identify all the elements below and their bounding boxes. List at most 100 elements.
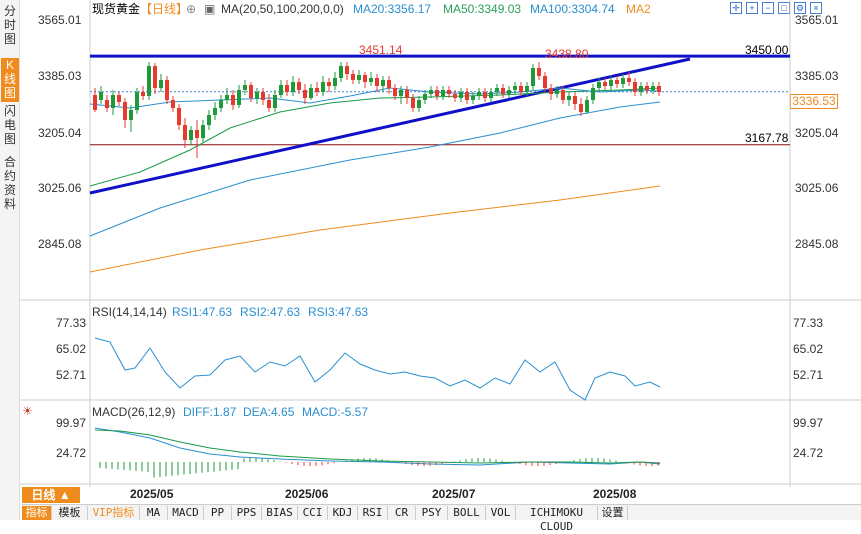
- candle-body: [453, 94, 457, 98]
- candle-body: [465, 92, 469, 100]
- candle-body: [129, 110, 133, 120]
- macd-y-tick-right: 24.72: [793, 446, 824, 460]
- tab-kline[interactable]: K线图: [1, 58, 19, 102]
- y-tick-right: 3565.01: [795, 13, 839, 27]
- bottom-tab[interactable]: BIAS: [262, 506, 298, 520]
- close-icon[interactable]: ×: [810, 2, 822, 14]
- bottom-tab[interactable]: MACD: [168, 506, 204, 520]
- y-tick-left: 3205.04: [38, 126, 82, 140]
- resistance-label: 3450.00: [745, 43, 789, 57]
- bottom-tab[interactable]: MA: [140, 506, 168, 520]
- candle-body: [303, 90, 307, 98]
- candle-body: [483, 92, 487, 98]
- candle-body: [615, 80, 619, 84]
- candle-body: [201, 125, 205, 138]
- trend-line: [89, 57, 691, 195]
- bottom-tab[interactable]: BOLL: [448, 506, 486, 520]
- ma20-value: MA20:3356.17: [353, 2, 432, 16]
- settings-icon[interactable]: ⚙: [794, 2, 806, 14]
- candle-body: [345, 66, 349, 74]
- candle-body: [441, 90, 445, 96]
- candle-body: [393, 88, 397, 96]
- candle-body: [471, 96, 475, 100]
- candle-body: [489, 92, 493, 98]
- candle-body: [111, 95, 115, 108]
- macd-settings-icon[interactable]: ☀: [22, 404, 33, 418]
- candle-body: [105, 100, 109, 108]
- bottom-tab[interactable]: 设置: [598, 506, 628, 520]
- tab-lightning[interactable]: 闪电图: [3, 104, 16, 146]
- ma-toggle-icon[interactable]: ▣: [204, 2, 216, 16]
- macd-value: MACD:-5.57: [302, 405, 369, 419]
- candle-body: [153, 66, 157, 88]
- bottom-tab[interactable]: 模板: [52, 506, 88, 520]
- zoom-in-icon[interactable]: +: [746, 2, 758, 14]
- candle-body: [417, 100, 421, 108]
- candle-body: [381, 80, 385, 86]
- candle-body: [177, 108, 181, 125]
- y-tick-left: 3565.01: [38, 13, 82, 27]
- x-tick: 2025/05: [130, 487, 174, 501]
- candle-body: [411, 98, 415, 108]
- candle-body: [399, 90, 403, 96]
- current-price-badge: 3336.53: [790, 94, 838, 109]
- eye-icon[interactable]: ⊕: [186, 2, 197, 16]
- rsi-line: [94, 337, 661, 401]
- candle-body: [291, 82, 295, 92]
- bottom-tab[interactable]: PP: [204, 506, 232, 520]
- bottom-tab[interactable]: PPS: [232, 506, 262, 520]
- candle-body: [117, 95, 121, 102]
- candle-body: [537, 68, 541, 76]
- candle-body: [519, 86, 523, 92]
- candle-body: [375, 78, 379, 86]
- candle-body: [297, 82, 301, 90]
- candle-body: [321, 82, 325, 92]
- y-tick-left: 3385.03: [38, 69, 82, 83]
- rsi-y-tick-right: 77.33: [793, 316, 824, 330]
- x-tick: 2025/06: [285, 487, 329, 501]
- period-selector[interactable]: 日线 ▲: [22, 487, 80, 503]
- zoom-out-icon[interactable]: −: [762, 2, 774, 14]
- high-label-2: 3438.80: [545, 47, 589, 61]
- bottom-tab[interactable]: 指标: [22, 506, 52, 520]
- rsi-y-tick-left: 77.33: [56, 316, 87, 330]
- y-tick-right: 3025.06: [795, 181, 839, 195]
- candle-body: [93, 95, 97, 110]
- rsi3-value: RSI3:47.63: [308, 305, 369, 319]
- symbol-name: 现货黄金: [92, 2, 141, 16]
- ma100-value: MA100:3304.74: [530, 2, 615, 16]
- rsi-y-tick-right: 52.71: [793, 368, 824, 382]
- bottom-tab[interactable]: CCI: [298, 506, 328, 520]
- bottom-tab[interactable]: VOL: [486, 506, 516, 520]
- crosshair-icon[interactable]: ✛: [730, 2, 742, 14]
- y-tick-right: 3205.04: [795, 126, 839, 140]
- candle-body: [585, 100, 589, 112]
- candle-body: [609, 80, 613, 86]
- candle-body: [387, 80, 391, 88]
- candle-body: [531, 68, 535, 86]
- bottom-tab[interactable]: PSY: [416, 506, 448, 520]
- candle-body: [141, 92, 145, 96]
- candle-body: [621, 78, 625, 84]
- rsi-y-tick-left: 52.71: [56, 368, 87, 382]
- candle-body: [561, 90, 565, 100]
- bottom-tab[interactable]: KDJ: [328, 506, 358, 520]
- bottom-tab[interactable]: RSI: [358, 506, 388, 520]
- bottom-tab[interactable]: ICHIMOKU CLOUD: [516, 506, 598, 533]
- bottom-tab[interactable]: CR: [388, 506, 416, 520]
- tab-contract-info[interactable]: 合约资料: [3, 155, 16, 211]
- chart-canvas[interactable]: [0, 0, 861, 520]
- candle-body: [567, 96, 571, 100]
- candle-body: [459, 92, 463, 98]
- macd-diff-value: DIFF:1.87: [183, 405, 237, 419]
- macd-label: MACD(26,12,9): [92, 405, 176, 419]
- candle-body: [339, 66, 343, 78]
- candle-body: [159, 80, 163, 88]
- candle-body: [549, 88, 553, 94]
- bottom-tab[interactable]: VIP指标: [88, 506, 140, 520]
- macd-y-tick-left: 24.72: [56, 446, 87, 460]
- tab-time-sharing[interactable]: 分时图: [3, 4, 16, 46]
- candle-body: [231, 95, 235, 105]
- candle-body: [543, 76, 547, 88]
- ma-params[interactable]: MA(20,50,100,200,0,0): [221, 2, 344, 16]
